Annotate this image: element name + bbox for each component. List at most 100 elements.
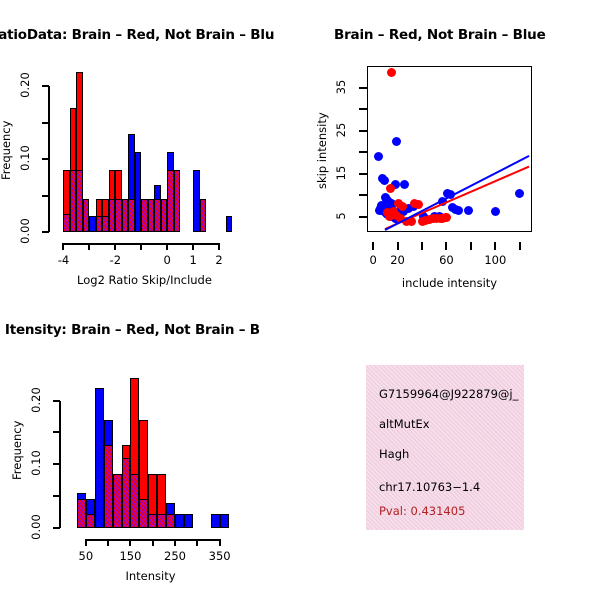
- x-axis-tick: [396, 242, 399, 250]
- histogram-bar: [219, 513, 229, 528]
- histogram-bar-overlap: [166, 513, 175, 528]
- y-axis-tick-label: 5: [334, 212, 348, 220]
- scatter-point: [388, 200, 398, 210]
- info-event-id: G7159964@J922879@j_: [379, 387, 519, 401]
- histogram-bar-overlap: [199, 199, 207, 232]
- scatter-point: [490, 207, 500, 217]
- x-axis-tick: [166, 243, 169, 250]
- y-axis-tick: [42, 85, 49, 88]
- scatter-point: [383, 208, 393, 218]
- panel-title-ratio-hist: RatioData: Brain – Red, Not Brain – Blu: [0, 27, 275, 43]
- histogram-bar-overlap: [139, 499, 149, 528]
- y-axis-tick: [359, 194, 367, 197]
- x-axis-tick: [372, 242, 375, 250]
- histogram-bar-overlap: [160, 199, 168, 232]
- x-axis-tick: [445, 242, 448, 250]
- y-axis-line: [48, 86, 50, 232]
- y-axis-tick-label: 0.00: [18, 218, 32, 244]
- x-axis-tick-label: 1: [189, 253, 197, 267]
- y-axis-tick: [359, 151, 367, 154]
- x-axis-tick: [129, 539, 132, 546]
- histogram-bar: [210, 513, 220, 528]
- y-axis-tick: [42, 194, 49, 197]
- x-axis-tick: [114, 243, 117, 250]
- x-axis-tick: [174, 539, 177, 546]
- histogram-bar-overlap: [121, 199, 129, 232]
- histogram-bar-overlap: [85, 513, 95, 528]
- y-axis-tick: [53, 527, 60, 529]
- x-axis-tick-label: 350: [208, 549, 231, 563]
- x-axis-tick: [218, 243, 221, 250]
- y-axis-tick: [359, 215, 367, 218]
- panel-title-intensity: ne Itensity: Brain – Red, Not Brain – B: [0, 322, 260, 338]
- x-axis-tick: [88, 243, 91, 250]
- x-axis-tick: [494, 242, 497, 250]
- scatter-point: [374, 205, 384, 215]
- histogram-bar: [89, 215, 96, 232]
- histogram-bar-overlap: [63, 213, 70, 232]
- panel-title-scatter: Brain – Red, Not Brain – Blue: [334, 27, 546, 43]
- y-axis-tick-label: 0.10: [18, 145, 32, 171]
- x-axis-tick: [84, 539, 87, 546]
- scatter-point: [397, 202, 407, 212]
- x-axis-tick: [518, 242, 521, 250]
- histogram-bar-overlap: [173, 170, 181, 232]
- x-axis-label: Log2 Ratio Skip/Include: [77, 273, 212, 287]
- info-locus: chr17.10763−1.4: [379, 480, 481, 494]
- y-axis-line: [59, 400, 61, 528]
- scatter-point: [386, 67, 396, 77]
- histogram-bar-overlap: [112, 473, 122, 528]
- y-axis-label: Frequency: [10, 420, 24, 480]
- histogram-bar-overlap: [128, 199, 135, 232]
- scatter-point: [390, 180, 400, 190]
- x-axis-tick-label: 0: [163, 253, 171, 267]
- x-axis-tick: [218, 539, 221, 546]
- histogram-bar-overlap: [69, 170, 77, 232]
- x-axis-tick-label: 100: [484, 253, 507, 267]
- scatter-point: [445, 189, 455, 199]
- scatter-point: [384, 212, 394, 222]
- histogram-bar-overlap: [157, 513, 167, 528]
- y-axis-tick-label: 0.20: [29, 386, 43, 413]
- y-axis-tick: [53, 463, 60, 466]
- y-axis-tick: [42, 158, 49, 161]
- histogram-bar-overlap: [141, 199, 148, 232]
- scatter-point: [373, 152, 383, 162]
- y-axis-tick: [359, 108, 367, 111]
- x-axis-tick-label: 150: [119, 549, 142, 563]
- x-axis-tick-label: 250: [164, 549, 186, 563]
- histogram-bar-overlap: [76, 499, 86, 528]
- info-event-type: altMutEx: [379, 417, 430, 431]
- x-axis-tick-label: -4: [57, 253, 70, 267]
- histogram-bar-overlap: [102, 215, 109, 232]
- histogram-bar-overlap: [148, 513, 158, 528]
- histogram-bar-overlap: [121, 457, 131, 528]
- histogram-bar-overlap: [167, 170, 174, 232]
- scatter-point: [515, 188, 525, 198]
- scatter-point: [413, 200, 423, 210]
- histogram-bar: [175, 513, 184, 528]
- y-axis-tick: [42, 231, 49, 233]
- scatter-point: [391, 136, 401, 146]
- scatter-point: [463, 205, 473, 215]
- histogram-bar: [225, 215, 232, 232]
- y-axis-tick-label: 0.10: [29, 450, 43, 477]
- x-axis-tick-label: 50: [78, 549, 94, 563]
- y-axis-tick: [359, 129, 367, 132]
- scatter-point: [454, 205, 464, 215]
- histogram-bar: [193, 170, 200, 232]
- histogram-bar-overlap: [103, 445, 113, 528]
- y-axis-tick-label: 0.20: [18, 72, 32, 99]
- y-axis-tick-label: 0.00: [29, 514, 43, 540]
- histogram-bar: [134, 151, 142, 232]
- scatter-plot-area: [367, 66, 532, 232]
- histogram-bar-overlap: [130, 473, 140, 528]
- scatter-point: [406, 217, 416, 227]
- x-axis-tick: [140, 243, 143, 250]
- y-axis-tick: [359, 172, 367, 175]
- histogram-bar-overlap: [108, 199, 116, 232]
- histogram-bar: [183, 513, 193, 528]
- x-axis-tick: [151, 539, 154, 546]
- y-axis-tick: [53, 431, 60, 434]
